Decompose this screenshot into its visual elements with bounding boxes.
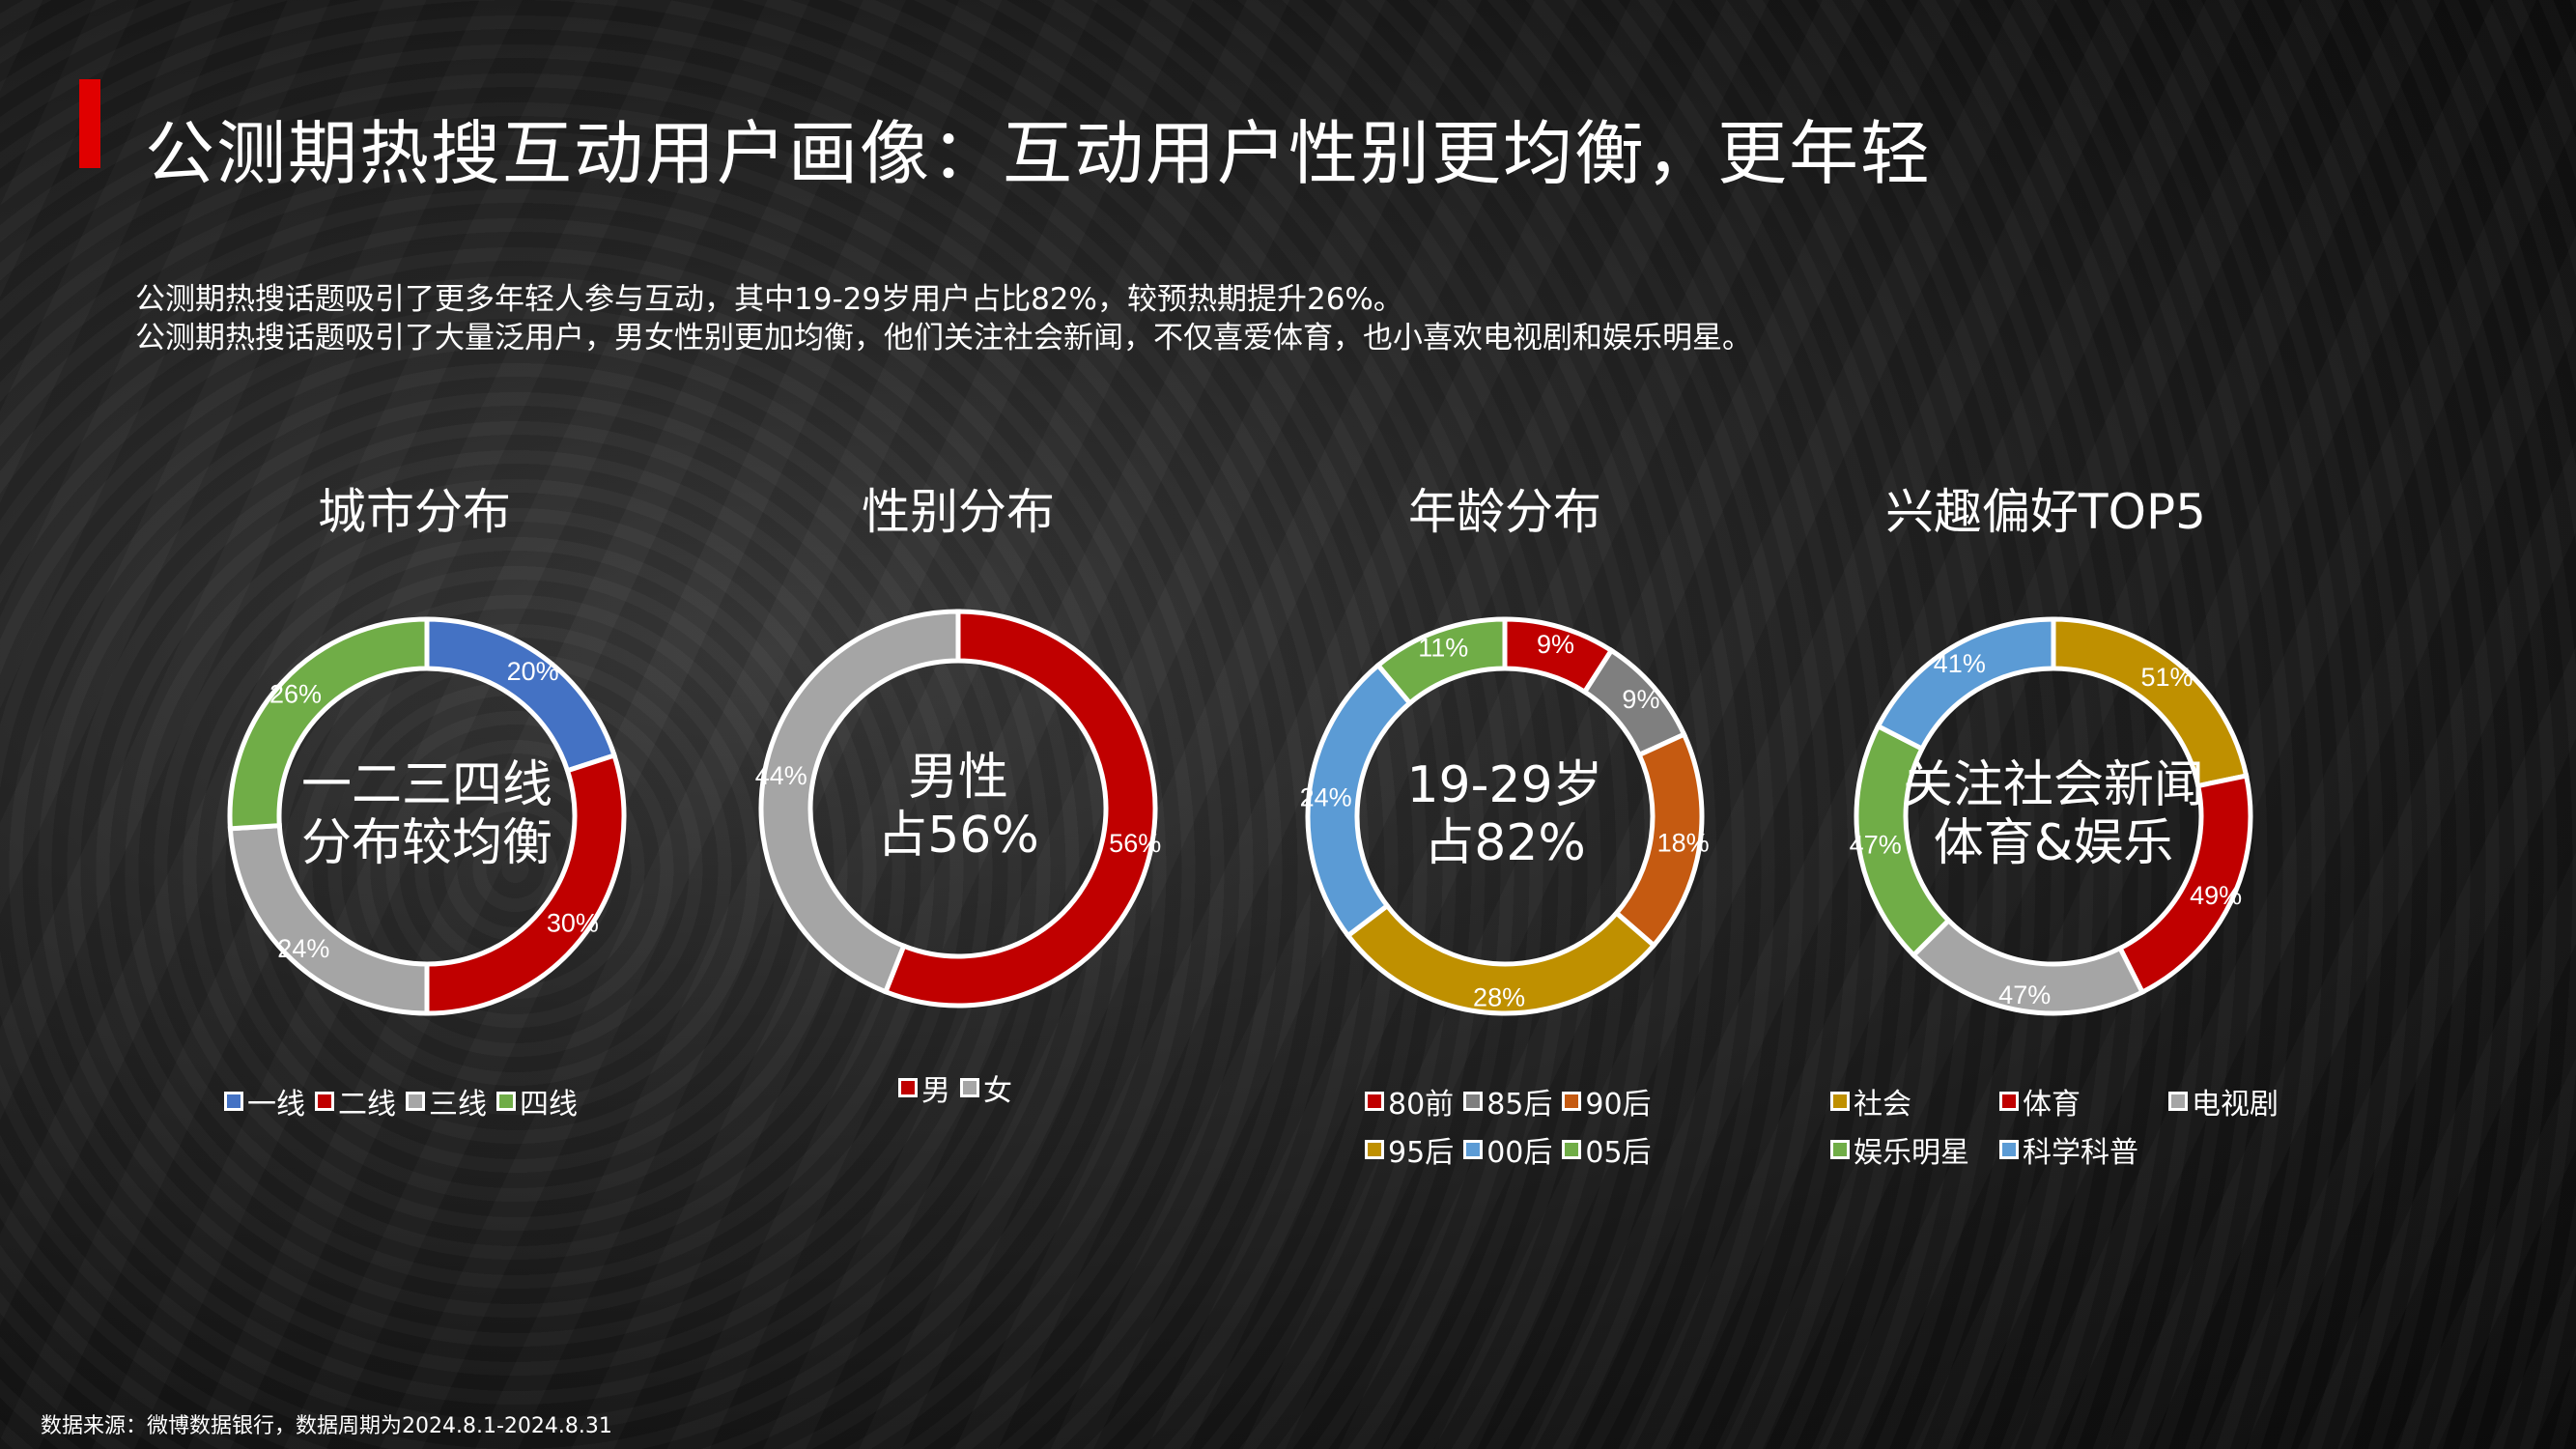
center-text-line: 分布较均衡 [300,814,552,872]
legend-item: 电视剧 [2168,1080,2328,1122]
data-label: 9% [1537,630,1574,659]
legend-item: 95后 [1365,1128,1454,1171]
legend-label: 二线 [338,1088,396,1122]
chart-title: 性别分布 [862,484,1055,540]
ring-outline [1854,617,2252,1015]
donut-center-text: 一二三四线 分布较均衡 [272,756,581,872]
legend-swatch-icon [496,1092,516,1111]
legend-label: 80前 [1388,1088,1455,1122]
legend-label: 女 [983,1074,1012,1108]
ring-outline [1355,667,1655,966]
chart-legend: 一线 二线 三线 四线 [224,1080,587,1122]
legend-label: 05后 [1585,1136,1652,1170]
chart-title: 年龄分布 [1408,484,1601,540]
chart-legend: 男女 [898,1066,1022,1109]
center-text-line: 19-29岁 [1406,756,1603,814]
legend-item: 四线 [496,1080,578,1122]
legend-swatch-icon [960,1078,979,1097]
legend-item: 二线 [315,1080,396,1122]
donut-center-text: 19-29岁 占82% [1350,756,1659,872]
legend-swatch-icon [1463,1092,1484,1111]
legend-item: 05后 [1562,1128,1652,1171]
ring-outline [808,659,1108,958]
legend-swatch-icon [898,1078,918,1097]
chart-legend: 娱乐明星 科学科普 [1830,1128,2168,1171]
legend-label: 男 [921,1074,950,1108]
legend-swatch-icon [1562,1140,1582,1159]
title-accent-bar [79,79,100,168]
legend-swatch-icon [315,1092,334,1111]
legend-label: 体育 [2023,1088,2081,1122]
legend-swatch-icon [1999,1140,2019,1159]
data-label: 30% [547,909,599,938]
legend-label: 四线 [520,1088,578,1122]
legend-item: 80前 [1365,1080,1454,1122]
legend-item: 00后 [1463,1128,1552,1171]
legend-swatch-icon [406,1092,425,1111]
legend-swatch-icon [2168,1092,2188,1111]
chart-title: 兴趣偏好TOP5 [1885,484,2206,540]
chart-legend: 80前 85后 90后 [1365,1080,1661,1122]
legend-item: 三线 [406,1080,487,1122]
legend-swatch-icon [1463,1140,1484,1159]
data-label: 28% [1473,982,1525,1011]
chart-legend: 95后 00后 05后 [1365,1128,1661,1171]
data-label: 24% [277,934,329,963]
chart-legend: 社会 体育 电视剧 [1830,1080,2337,1122]
subtitle-line-1: 公测期热搜话题吸引了更多年轻人参与互动，其中19-29岁用户占比82%，较预热期… [135,282,1403,317]
legend-item: 85后 [1463,1080,1552,1122]
legend-label: 90后 [1585,1088,1652,1122]
center-text-line: 男性 [907,749,1008,807]
data-label: 26% [269,679,322,708]
center-text-line: 占82% [1424,814,1586,872]
center-text-line: 关注社会新闻 [1902,756,2204,814]
legend-swatch-icon [1830,1092,1850,1111]
legend-swatch-icon [1830,1140,1850,1159]
center-text-line: 一二三四线 [300,756,552,814]
chart-title: 城市分布 [318,484,511,540]
donut-center-text: 关注社会新闻 体育&娱乐 [1899,756,2208,872]
legend-item: 一线 [224,1080,305,1122]
ring-outline [228,617,626,1015]
ring-outline [277,667,577,966]
legend-label: 娱乐明星 [1854,1136,1969,1170]
donut-center-text: 男性 占56% [804,749,1113,865]
legend-label: 一线 [247,1088,305,1122]
legend-swatch-icon [1562,1092,1582,1111]
legend-item: 科学科普 [1999,1128,2159,1171]
page-title: 公测期热搜互动用户画像：互动用户性别更均衡，更年轻 [145,113,1933,194]
legend-label: 85后 [1486,1088,1553,1122]
center-text-line: 体育&娱乐 [1933,814,2174,872]
legend-item: 女 [960,1066,1012,1109]
center-text-line: 占56% [877,807,1039,865]
legend-label: 电视剧 [2192,1088,2279,1122]
legend-label: 三线 [429,1088,487,1122]
legend-label: 社会 [1854,1088,1911,1122]
legend-label: 00后 [1486,1136,1553,1170]
legend-swatch-icon [1365,1140,1384,1159]
legend-label: 95后 [1388,1136,1455,1170]
legend-item: 社会 [1830,1080,1990,1122]
legend-swatch-icon [224,1092,243,1111]
subtitle-line-2: 公测期热搜话题吸引了大量泛用户，男女性别更加均衡，他们关注社会新闻，不仅喜爱体育… [135,321,1752,355]
data-label: 47% [1998,980,2051,1009]
ring-outline [759,610,1157,1008]
legend-label: 科学科普 [2023,1136,2138,1170]
legend-swatch-icon [1999,1092,2019,1111]
data-source-footer: 数据来源：微博数据银行，数据周期为2024.8.1-2024.8.31 [41,1414,612,1438]
legend-swatch-icon [1365,1092,1384,1111]
legend-item: 男 [898,1066,950,1109]
data-label: 11% [1418,634,1468,663]
legend-item: 90后 [1562,1080,1652,1122]
legend-item: 娱乐明星 [1830,1128,1990,1171]
legend-item: 体育 [1999,1080,2159,1122]
ring-outline [1904,667,2203,966]
ring-outline [1306,617,1704,1015]
